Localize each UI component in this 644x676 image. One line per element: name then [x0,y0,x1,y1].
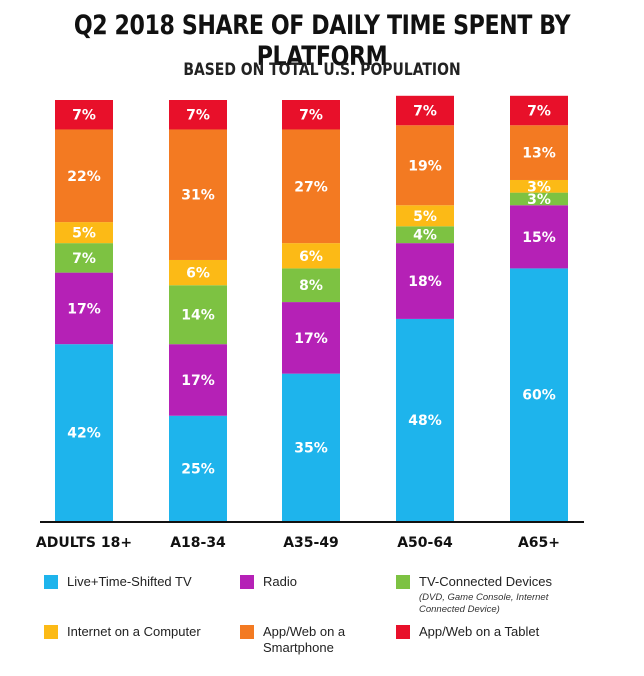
category-label: A50-64 [397,535,453,551]
bar-segment-a18-34-app-web-on-a-tablet [169,100,227,130]
bar-segment-adults-18-internet-on-a-computer [55,222,113,244]
bar-segment-a18-34-tv-connected-devices [169,285,227,345]
legend-swatch [396,575,410,589]
category-label: A65+ [518,535,560,551]
data-label: 6% [186,266,210,282]
category-label: A35-49 [283,535,339,551]
data-label: 7% [72,108,96,124]
chart-title: Q2 2018 SHARE OF DAILY TIME SPENT BY PLA… [73,10,571,72]
data-label: 5% [413,209,437,225]
legend-swatch [240,625,254,639]
data-label: 48% [408,413,442,429]
bar-segment-a35-49-tv-connected-devices [282,268,340,303]
legend-label: App/Web on a Smartphone [263,624,346,655]
legend-note: (DVD, Game Console, Internet Connected D… [419,592,549,615]
legend-item-tv-connected-devices: TV-Connected Devices (DVD, Game Console,… [396,574,596,616]
legend-item-smartphone: App/Web on a Smartphone [240,624,370,656]
bar-segment-a50-64-internet-on-a-computer [396,205,454,227]
bar-segment-a18-34-app-web-on-a-smartphone [169,129,227,260]
legend-label: TV-Connected Devices [419,574,552,589]
bar-segment-a50-64-tv-connected-devices [396,226,454,244]
bar-segment-a35-49-live-time-shifted-tv [282,373,340,521]
bar-segment-adults-18-tv-connected-devices [55,243,113,273]
data-label: 3% [527,179,551,195]
bar-segment-a50-64-app-web-on-a-tablet [396,95,454,126]
data-label: 7% [299,108,323,124]
bar-segment-a35-49-app-web-on-a-tablet [282,100,340,130]
data-label: 3% [527,192,551,208]
bar-segment-a18-34-live-time-shifted-tv [169,415,227,521]
category-label: ADULTS 18+ [36,535,132,551]
legend-item-live-tv: Live+Time-Shifted TV [44,574,192,590]
data-label: 7% [413,104,437,120]
legend: Live+Time-Shifted TV Radio TV-Connected … [0,566,644,676]
bar-segment-a65-internet-on-a-computer [510,179,568,193]
data-label: 7% [72,251,96,267]
data-label: 17% [67,301,101,317]
bar-segment-a18-34-internet-on-a-computer [169,259,227,286]
stacked-bar-chart: 42% 17% 7% 5% 22% 7% ADULTS 18+ 25% 17% 14% 6% 31% 7… [36,95,584,551]
bar-segment-a35-49-radio [282,302,340,374]
data-label: 31% [181,188,215,204]
data-label: 14% [181,308,215,324]
data-label: 6% [299,249,323,265]
data-label: 25% [181,461,215,477]
data-label: 17% [294,331,328,347]
data-label: 22% [67,169,101,185]
category-label: A18-34 [170,535,226,551]
data-label: 18% [408,274,442,290]
legend-swatch [44,625,58,639]
legend-label: Radio [263,574,297,589]
bar-segment-a50-64-app-web-on-a-smartphone [396,125,454,206]
bar-segment-a35-49-app-web-on-a-smartphone [282,129,340,244]
data-label: 42% [67,426,101,442]
legend-label: Internet on a Computer [67,624,201,639]
bar-segment-adults-18-app-web-on-a-smartphone [55,129,113,223]
data-label: 35% [294,440,328,456]
data-label: 5% [72,226,96,242]
data-label: 17% [181,373,215,389]
data-label: 7% [527,104,551,120]
bar-segment-a18-34-radio [169,344,227,416]
data-label: 15% [522,230,556,246]
legend-label: Live+Time-Shifted TV [67,574,192,589]
bar-segment-a65-tv-connected-devices [510,192,568,206]
legend-swatch [44,575,58,589]
bar-segment-adults-18-live-time-shifted-tv [55,344,113,521]
data-label: 27% [294,179,328,195]
bar-segment-a65-live-time-shifted-tv [510,268,568,521]
legend-text: TV-Connected Devices (DVD, Game Console,… [419,574,569,616]
bar-segment-a65-radio [510,205,568,269]
bar-segment-a50-64-radio [396,243,454,319]
legend-item-internet-computer: Internet on a Computer [44,624,201,640]
data-label: 19% [408,158,442,174]
bar-segment-a50-64-live-time-shifted-tv [396,318,454,521]
data-label: 7% [186,108,210,124]
legend-item-radio: Radio [240,574,297,590]
bar-segment-adults-18-app-web-on-a-tablet [55,100,113,130]
data-label: 8% [299,278,323,294]
legend-label: App/Web on a Tablet [419,624,540,639]
legend-swatch [240,575,254,589]
data-label: 60% [522,388,556,404]
legend-item-tablet: App/Web on a Tablet [396,624,539,640]
chart-subtitle: BASED ON TOTAL U.S. POPULATION [183,60,461,80]
legend-swatch [396,625,410,639]
bar-segment-a65-app-web-on-a-tablet [510,95,568,126]
bar-segment-a65-app-web-on-a-smartphone [510,125,568,180]
bar-segment-a35-49-internet-on-a-computer [282,243,340,269]
bar-segment-adults-18-radio [55,272,113,345]
data-label: 13% [522,146,556,162]
data-label: 4% [413,228,437,244]
